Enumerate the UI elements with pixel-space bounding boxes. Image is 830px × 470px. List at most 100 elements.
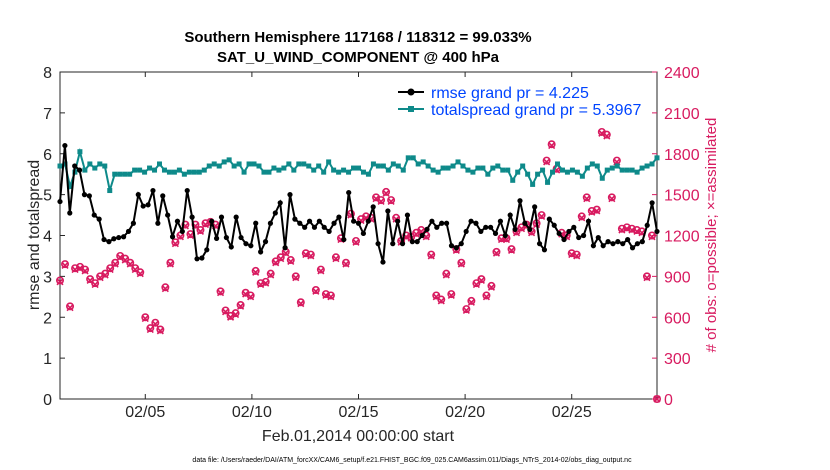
obs-assimilated-point xyxy=(156,327,164,335)
obs-possible-point xyxy=(467,296,476,305)
obs-possible-point xyxy=(607,193,616,202)
obs-possible-point xyxy=(55,276,64,285)
obs-possible-point xyxy=(81,265,90,274)
totalspread-point xyxy=(261,169,267,175)
obs-possible-point xyxy=(71,264,80,273)
obs-assimilated-point xyxy=(237,302,245,310)
obs-assimilated-point xyxy=(196,227,205,235)
totalspread-point xyxy=(564,169,570,175)
obs-assimilated-point xyxy=(252,268,260,276)
totalspread-point xyxy=(132,167,138,173)
rmse-point xyxy=(492,230,499,237)
obs-assimilated-point xyxy=(477,276,485,285)
y2-tick-label: 900 xyxy=(664,269,691,286)
obs-assimilated-point xyxy=(161,285,169,293)
obs-possible-point xyxy=(602,130,611,139)
rmse-point xyxy=(248,243,254,249)
rmse-point xyxy=(179,228,185,235)
totalspread-point xyxy=(569,167,575,173)
obs-assimilated-point xyxy=(608,195,616,203)
rmse-point xyxy=(649,200,655,206)
rmse-point xyxy=(174,218,181,224)
obs-possible-point xyxy=(136,268,145,277)
obs-assimilated-point xyxy=(312,287,320,295)
rmse-point xyxy=(189,214,195,220)
totalspread-point xyxy=(301,161,307,167)
totalspread-point xyxy=(316,163,322,169)
obs-assimilated-point xyxy=(442,271,450,279)
rmse-point xyxy=(517,198,523,204)
rmse-point xyxy=(72,163,78,169)
totalspread-point xyxy=(584,165,590,171)
obs-assimilated-point xyxy=(141,315,149,323)
totalspread-point xyxy=(82,167,88,173)
rmse-point xyxy=(228,244,234,250)
totalspread-point xyxy=(201,167,207,173)
totalspread-point xyxy=(525,171,531,177)
totalspread-point xyxy=(67,183,73,189)
totalspread-point xyxy=(435,169,441,175)
totalspread-point xyxy=(256,163,262,169)
obs-assimilated-point xyxy=(342,260,350,268)
totalspread-point xyxy=(639,165,645,171)
totalspread-point xyxy=(137,167,143,173)
rmse-point xyxy=(536,241,543,247)
obs-assimilated-point xyxy=(377,197,385,206)
totalspread-point xyxy=(236,161,242,167)
obs-possible-point xyxy=(331,253,340,262)
rmse-point xyxy=(365,218,371,224)
rmse-point xyxy=(370,204,376,210)
obs-possible-point xyxy=(592,205,601,214)
obs-assimilated-point xyxy=(653,395,661,403)
rmse-point xyxy=(218,214,225,220)
totalspread-point xyxy=(634,169,640,175)
obs-possible-point xyxy=(537,211,546,220)
totalspread-point xyxy=(550,169,556,175)
totalspread-point xyxy=(495,163,501,169)
totalspread-point xyxy=(341,167,347,173)
rmse-point xyxy=(639,239,645,245)
rmse-point xyxy=(258,249,264,255)
obs-assimilated-point xyxy=(643,274,651,282)
rmse-point xyxy=(253,220,259,226)
totalspread-point xyxy=(166,169,172,175)
rmse-point xyxy=(595,234,601,241)
obs-possible-point xyxy=(326,291,335,300)
obs-assimilated-point xyxy=(548,142,556,150)
obs-possible-point xyxy=(221,306,230,315)
obs-possible-point xyxy=(231,309,240,318)
rmse-point xyxy=(556,230,562,237)
totalspread-point xyxy=(206,163,212,169)
totalspread-point xyxy=(629,167,635,173)
rmse-point xyxy=(316,218,322,224)
totalspread-point xyxy=(241,169,247,175)
totalspread-point xyxy=(405,155,411,161)
totalspread-point xyxy=(415,161,421,167)
rmse-point xyxy=(287,192,293,198)
rmse-point xyxy=(302,224,308,230)
obs-assimilated-point xyxy=(332,255,340,263)
obs-possible-point xyxy=(617,224,626,233)
totalspread-point xyxy=(127,171,133,177)
obs-possible-point xyxy=(201,219,210,228)
rmse-point xyxy=(610,241,616,247)
totalspread-point xyxy=(171,169,177,175)
rmse-point xyxy=(497,218,504,224)
chart-title-line2: SAT_U_WIND_COMPONENT @ 400 hPa xyxy=(217,49,500,66)
totalspread-point xyxy=(266,169,272,175)
rmse-point xyxy=(478,228,484,235)
rmse-point xyxy=(424,226,430,232)
rmse-point xyxy=(429,218,435,224)
obs-assimilated-point xyxy=(447,291,455,300)
obs-possible-point xyxy=(171,238,180,247)
obs-possible-point xyxy=(341,258,350,267)
totalspread-point xyxy=(410,155,416,161)
obs-assimilated-point xyxy=(247,293,255,301)
obs-assimilated-point xyxy=(262,279,270,287)
totalspread-point xyxy=(246,161,252,167)
obs-possible-point xyxy=(256,279,265,288)
totalspread-point xyxy=(356,165,361,171)
obs-possible-point xyxy=(477,275,486,284)
obs-possible-point xyxy=(547,140,556,149)
